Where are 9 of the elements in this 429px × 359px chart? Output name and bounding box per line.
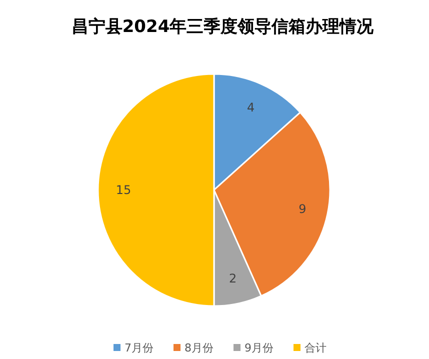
data-label: 15 [116,183,132,197]
legend-label: 9月份 [244,342,274,354]
data-label: 9 [298,202,306,216]
data-label: 4 [246,100,255,114]
legend-label: 8月份 [184,342,214,354]
legend-label: 7月份 [124,342,154,354]
chart-title: 昌宁县2024年三季度领导信箱办理情况 [71,17,375,37]
data-label: 2 [228,272,237,286]
legend-label: 合计 [304,342,326,354]
